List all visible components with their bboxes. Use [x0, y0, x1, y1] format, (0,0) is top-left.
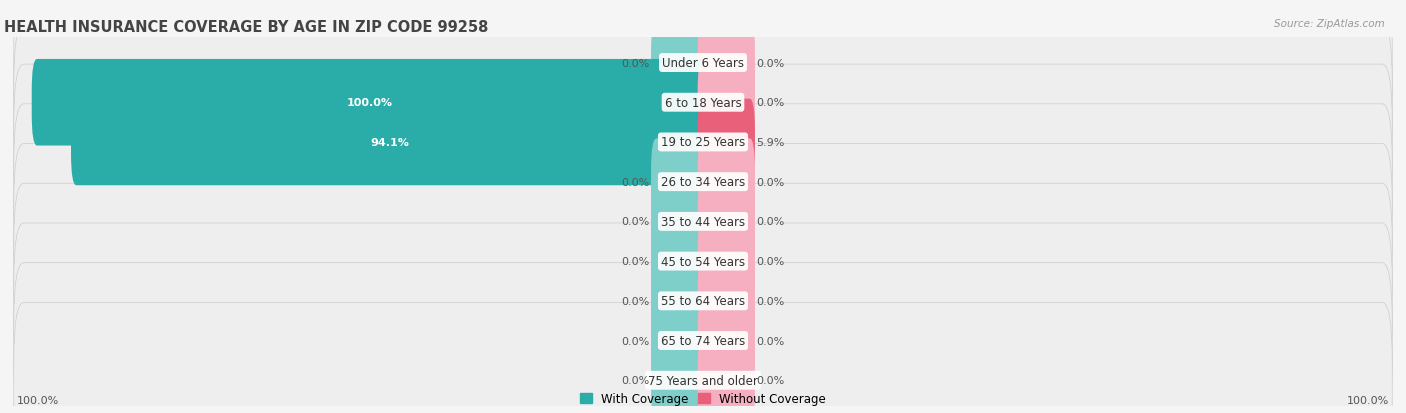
Text: 0.0%: 0.0% — [621, 256, 650, 266]
Text: 94.1%: 94.1% — [370, 138, 409, 147]
FancyBboxPatch shape — [651, 258, 709, 344]
FancyBboxPatch shape — [697, 218, 755, 305]
FancyBboxPatch shape — [651, 20, 709, 107]
FancyBboxPatch shape — [697, 258, 755, 344]
Text: 75 Years and older: 75 Years and older — [648, 374, 758, 387]
Text: 6 to 18 Years: 6 to 18 Years — [665, 97, 741, 109]
FancyBboxPatch shape — [14, 65, 1392, 220]
FancyBboxPatch shape — [14, 184, 1392, 339]
FancyBboxPatch shape — [14, 303, 1392, 413]
FancyBboxPatch shape — [697, 297, 755, 384]
Text: 100.0%: 100.0% — [17, 395, 59, 405]
FancyBboxPatch shape — [651, 179, 709, 265]
FancyBboxPatch shape — [14, 0, 1392, 141]
Text: 0.0%: 0.0% — [621, 296, 650, 306]
Text: 0.0%: 0.0% — [756, 98, 785, 108]
Text: 0.0%: 0.0% — [756, 58, 785, 69]
FancyBboxPatch shape — [14, 144, 1392, 299]
Text: 55 to 64 Years: 55 to 64 Years — [661, 294, 745, 308]
Text: 45 to 54 Years: 45 to 54 Years — [661, 255, 745, 268]
FancyBboxPatch shape — [697, 60, 755, 146]
Legend: With Coverage, Without Coverage: With Coverage, Without Coverage — [575, 387, 831, 410]
Text: 0.0%: 0.0% — [756, 296, 785, 306]
Text: 100.0%: 100.0% — [1347, 395, 1389, 405]
Text: Under 6 Years: Under 6 Years — [662, 57, 744, 70]
Text: 0.0%: 0.0% — [621, 375, 650, 385]
Text: 0.0%: 0.0% — [756, 177, 785, 187]
FancyBboxPatch shape — [697, 20, 755, 107]
FancyBboxPatch shape — [14, 25, 1392, 180]
Text: 19 to 25 Years: 19 to 25 Years — [661, 136, 745, 149]
FancyBboxPatch shape — [697, 100, 755, 186]
Text: 26 to 34 Years: 26 to 34 Years — [661, 176, 745, 189]
Text: 35 to 44 Years: 35 to 44 Years — [661, 215, 745, 228]
Text: 0.0%: 0.0% — [621, 217, 650, 227]
FancyBboxPatch shape — [32, 60, 709, 146]
FancyBboxPatch shape — [14, 104, 1392, 260]
FancyBboxPatch shape — [14, 263, 1392, 413]
FancyBboxPatch shape — [697, 179, 755, 265]
Text: 0.0%: 0.0% — [756, 256, 785, 266]
FancyBboxPatch shape — [651, 218, 709, 305]
Text: 65 to 74 Years: 65 to 74 Years — [661, 334, 745, 347]
FancyBboxPatch shape — [697, 139, 755, 225]
Text: Source: ZipAtlas.com: Source: ZipAtlas.com — [1274, 19, 1385, 28]
FancyBboxPatch shape — [651, 297, 709, 384]
FancyBboxPatch shape — [14, 223, 1392, 379]
Text: 0.0%: 0.0% — [756, 336, 785, 346]
Text: 100.0%: 100.0% — [347, 98, 394, 108]
Text: 5.9%: 5.9% — [756, 138, 785, 147]
Text: 0.0%: 0.0% — [621, 58, 650, 69]
Text: 0.0%: 0.0% — [621, 336, 650, 346]
FancyBboxPatch shape — [651, 139, 709, 225]
FancyBboxPatch shape — [651, 337, 709, 413]
Text: 0.0%: 0.0% — [756, 375, 785, 385]
FancyBboxPatch shape — [72, 100, 709, 186]
Text: HEALTH INSURANCE COVERAGE BY AGE IN ZIP CODE 99258: HEALTH INSURANCE COVERAGE BY AGE IN ZIP … — [4, 20, 488, 35]
Text: 0.0%: 0.0% — [756, 217, 785, 227]
Text: 0.0%: 0.0% — [621, 177, 650, 187]
FancyBboxPatch shape — [697, 337, 755, 413]
